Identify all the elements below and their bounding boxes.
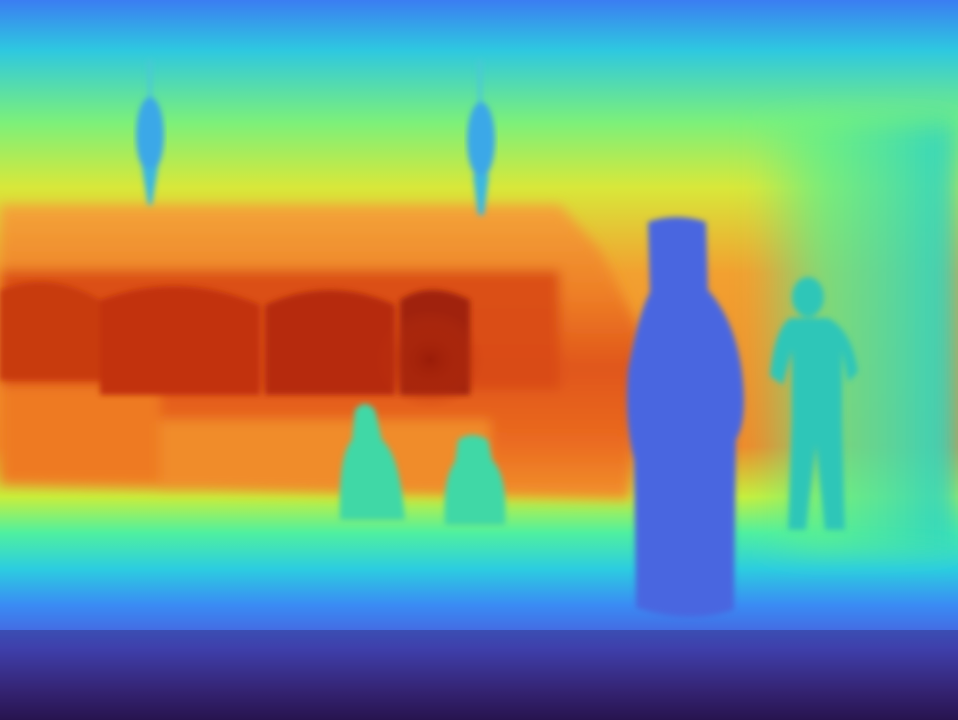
seated-figure-right xyxy=(444,435,506,525)
ceiling-lamp-left xyxy=(136,60,164,205)
robed-figure-foreground xyxy=(626,217,744,618)
ceiling-lamp-right xyxy=(467,60,495,215)
floor-foreground xyxy=(0,630,958,720)
seated-figure-left xyxy=(339,404,405,520)
standing-person-background xyxy=(770,277,858,530)
dark-recess xyxy=(375,310,485,410)
